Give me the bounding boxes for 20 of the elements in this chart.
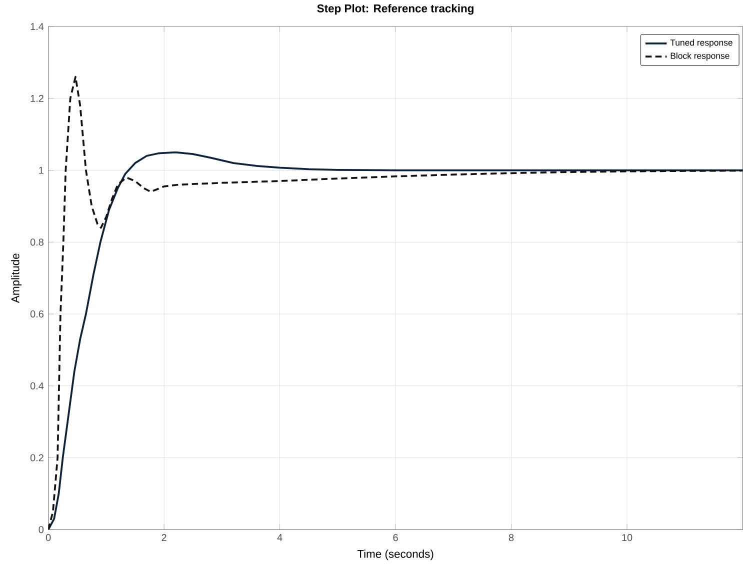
y-tick-label: 0.2 bbox=[30, 454, 44, 462]
chart-title: Step Plot: Reference tracking bbox=[317, 4, 474, 15]
y-tick-label: 1.4 bbox=[30, 22, 44, 30]
y-tick-label: 0.6 bbox=[30, 310, 44, 318]
y-tick-label: 0 bbox=[38, 526, 44, 534]
line-series bbox=[48, 76, 743, 530]
legend-label: Tuned response bbox=[670, 39, 732, 48]
y-axis-title: Amplitude bbox=[11, 254, 22, 303]
x-tick-label: 4 bbox=[277, 534, 282, 541]
y-tick-label: 1.2 bbox=[30, 94, 44, 102]
x-tick-label: 8 bbox=[508, 534, 514, 541]
x-axis-title: Time (seconds) bbox=[357, 550, 434, 560]
legend-label: Block response bbox=[670, 52, 730, 60]
y-tick-label: 0.4 bbox=[30, 382, 44, 390]
y-tick-label: 0.8 bbox=[30, 238, 44, 246]
x-tick-label: 10 bbox=[622, 534, 632, 541]
x-tick-label: 2 bbox=[162, 534, 166, 541]
y-tick-label: 1 bbox=[39, 166, 44, 174]
x-tick-label: 0 bbox=[46, 534, 51, 541]
x-tick-label: 6 bbox=[393, 534, 398, 541]
